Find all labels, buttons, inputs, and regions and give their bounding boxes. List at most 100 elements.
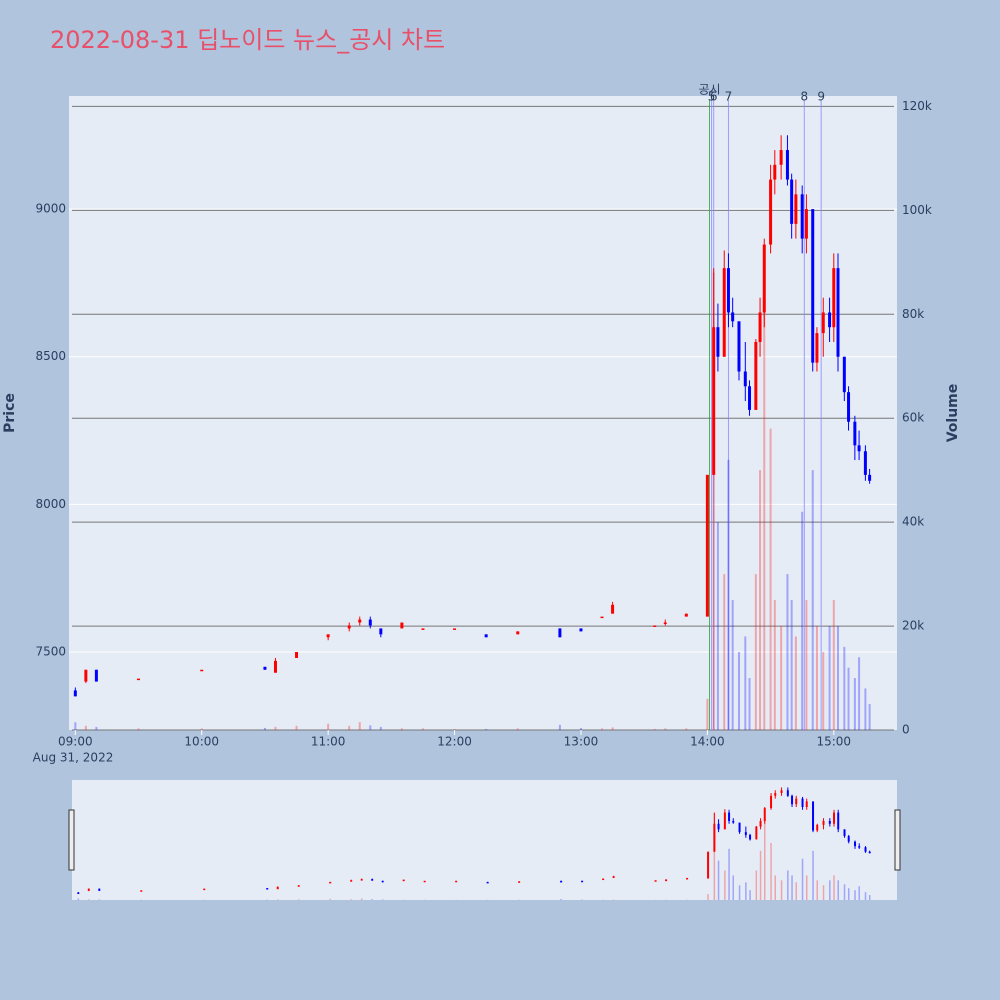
candle-body [779, 150, 783, 165]
slider-handle-right[interactable] [894, 809, 901, 871]
x-tick-label: 14:00 [690, 735, 725, 749]
candle-body [581, 880, 584, 883]
candle-body [795, 798, 798, 805]
candle-body [726, 268, 730, 313]
volume-bar [558, 724, 561, 730]
candle-body [754, 341, 758, 410]
candle-body [843, 829, 846, 837]
volume-bar [801, 511, 804, 730]
candle-body [785, 150, 789, 180]
volume-bar [833, 875, 835, 900]
volume-bar [843, 646, 846, 730]
candle-body [731, 312, 735, 322]
volume-bar [748, 678, 751, 730]
volume-bar [381, 899, 384, 900]
volume-bar [274, 726, 277, 730]
volume-bar [453, 728, 456, 730]
volume-bar [837, 880, 839, 900]
volume-bar [400, 728, 403, 730]
candle-body [822, 820, 825, 825]
candle-body [558, 628, 562, 638]
annotation-label: 6 [710, 90, 718, 104]
candle-body [749, 834, 752, 840]
candle-body [400, 622, 404, 629]
volume-bar [790, 600, 793, 730]
y2-axis-label: Volume [945, 384, 961, 443]
candle-body [486, 881, 489, 884]
candle-body [87, 888, 90, 891]
volume-bar [369, 725, 372, 730]
volume-bar [348, 725, 351, 730]
volume-bar [864, 688, 867, 730]
range-slider[interactable] [72, 780, 897, 900]
candle-body [868, 851, 871, 854]
volume-bar [780, 880, 783, 900]
slider-handle-left[interactable] [68, 809, 75, 871]
candle-body [780, 790, 783, 794]
candle-body [811, 209, 815, 363]
candle-body [453, 628, 457, 630]
candle-body [94, 669, 98, 682]
volume-bar [811, 470, 814, 730]
volume-bar [327, 723, 330, 730]
candle-body [326, 634, 330, 638]
candle-body [516, 631, 520, 635]
candle-body [560, 880, 563, 883]
volume-bar [738, 885, 741, 900]
volume-bar [664, 728, 667, 730]
volume-bar [84, 725, 87, 730]
annotation-label: 8 [800, 90, 808, 104]
volume-bar [728, 848, 730, 900]
candle-body [713, 823, 716, 852]
volume-bar [579, 727, 582, 730]
annotation-label: 5 [708, 90, 716, 104]
y2-tick-label: 0 [902, 723, 910, 737]
volume-bar [786, 574, 789, 730]
candle-body [73, 690, 77, 697]
candle-body [611, 604, 615, 614]
candle-body [863, 451, 867, 475]
candle-body [738, 822, 741, 833]
y2-tick-label: 40k [902, 515, 924, 529]
volume-bar [98, 899, 101, 900]
candle-body [653, 625, 657, 627]
plot-area [69, 96, 897, 730]
candle-body [868, 474, 872, 481]
candle-body [455, 880, 458, 883]
volume-bar [485, 728, 488, 730]
volume-bar [297, 899, 300, 900]
volume-bar [801, 858, 804, 900]
volume-bar [137, 728, 140, 730]
volume-bar [421, 728, 424, 730]
volume-bar [379, 726, 382, 730]
candle-body [722, 268, 726, 357]
candle-body [518, 881, 521, 883]
volume-bar [843, 884, 846, 900]
candle-body [790, 179, 794, 224]
volume-bar [712, 272, 715, 730]
volume-bar [829, 880, 831, 900]
y2-tick-label: 80k [902, 307, 924, 321]
volume-bar [745, 882, 747, 900]
candle-body [663, 622, 667, 625]
volume-bar [516, 728, 519, 730]
volume-bar [732, 875, 735, 900]
candle-body [329, 881, 332, 884]
candle-body [654, 880, 657, 882]
candle-body [579, 628, 583, 632]
volume-bar [822, 652, 825, 730]
candle-body [800, 194, 804, 239]
volume-bar [854, 890, 856, 900]
candle-body [423, 880, 426, 883]
candle-body [837, 812, 840, 830]
candle-body [759, 820, 762, 827]
candle-body [728, 812, 731, 821]
volume-bar [812, 850, 814, 900]
annotation-label: 7 [725, 90, 733, 104]
candle-body [712, 327, 716, 475]
volume-bar [763, 817, 766, 900]
volume-bar [795, 882, 797, 900]
volume-bar [868, 704, 871, 730]
candle-body [273, 660, 277, 673]
